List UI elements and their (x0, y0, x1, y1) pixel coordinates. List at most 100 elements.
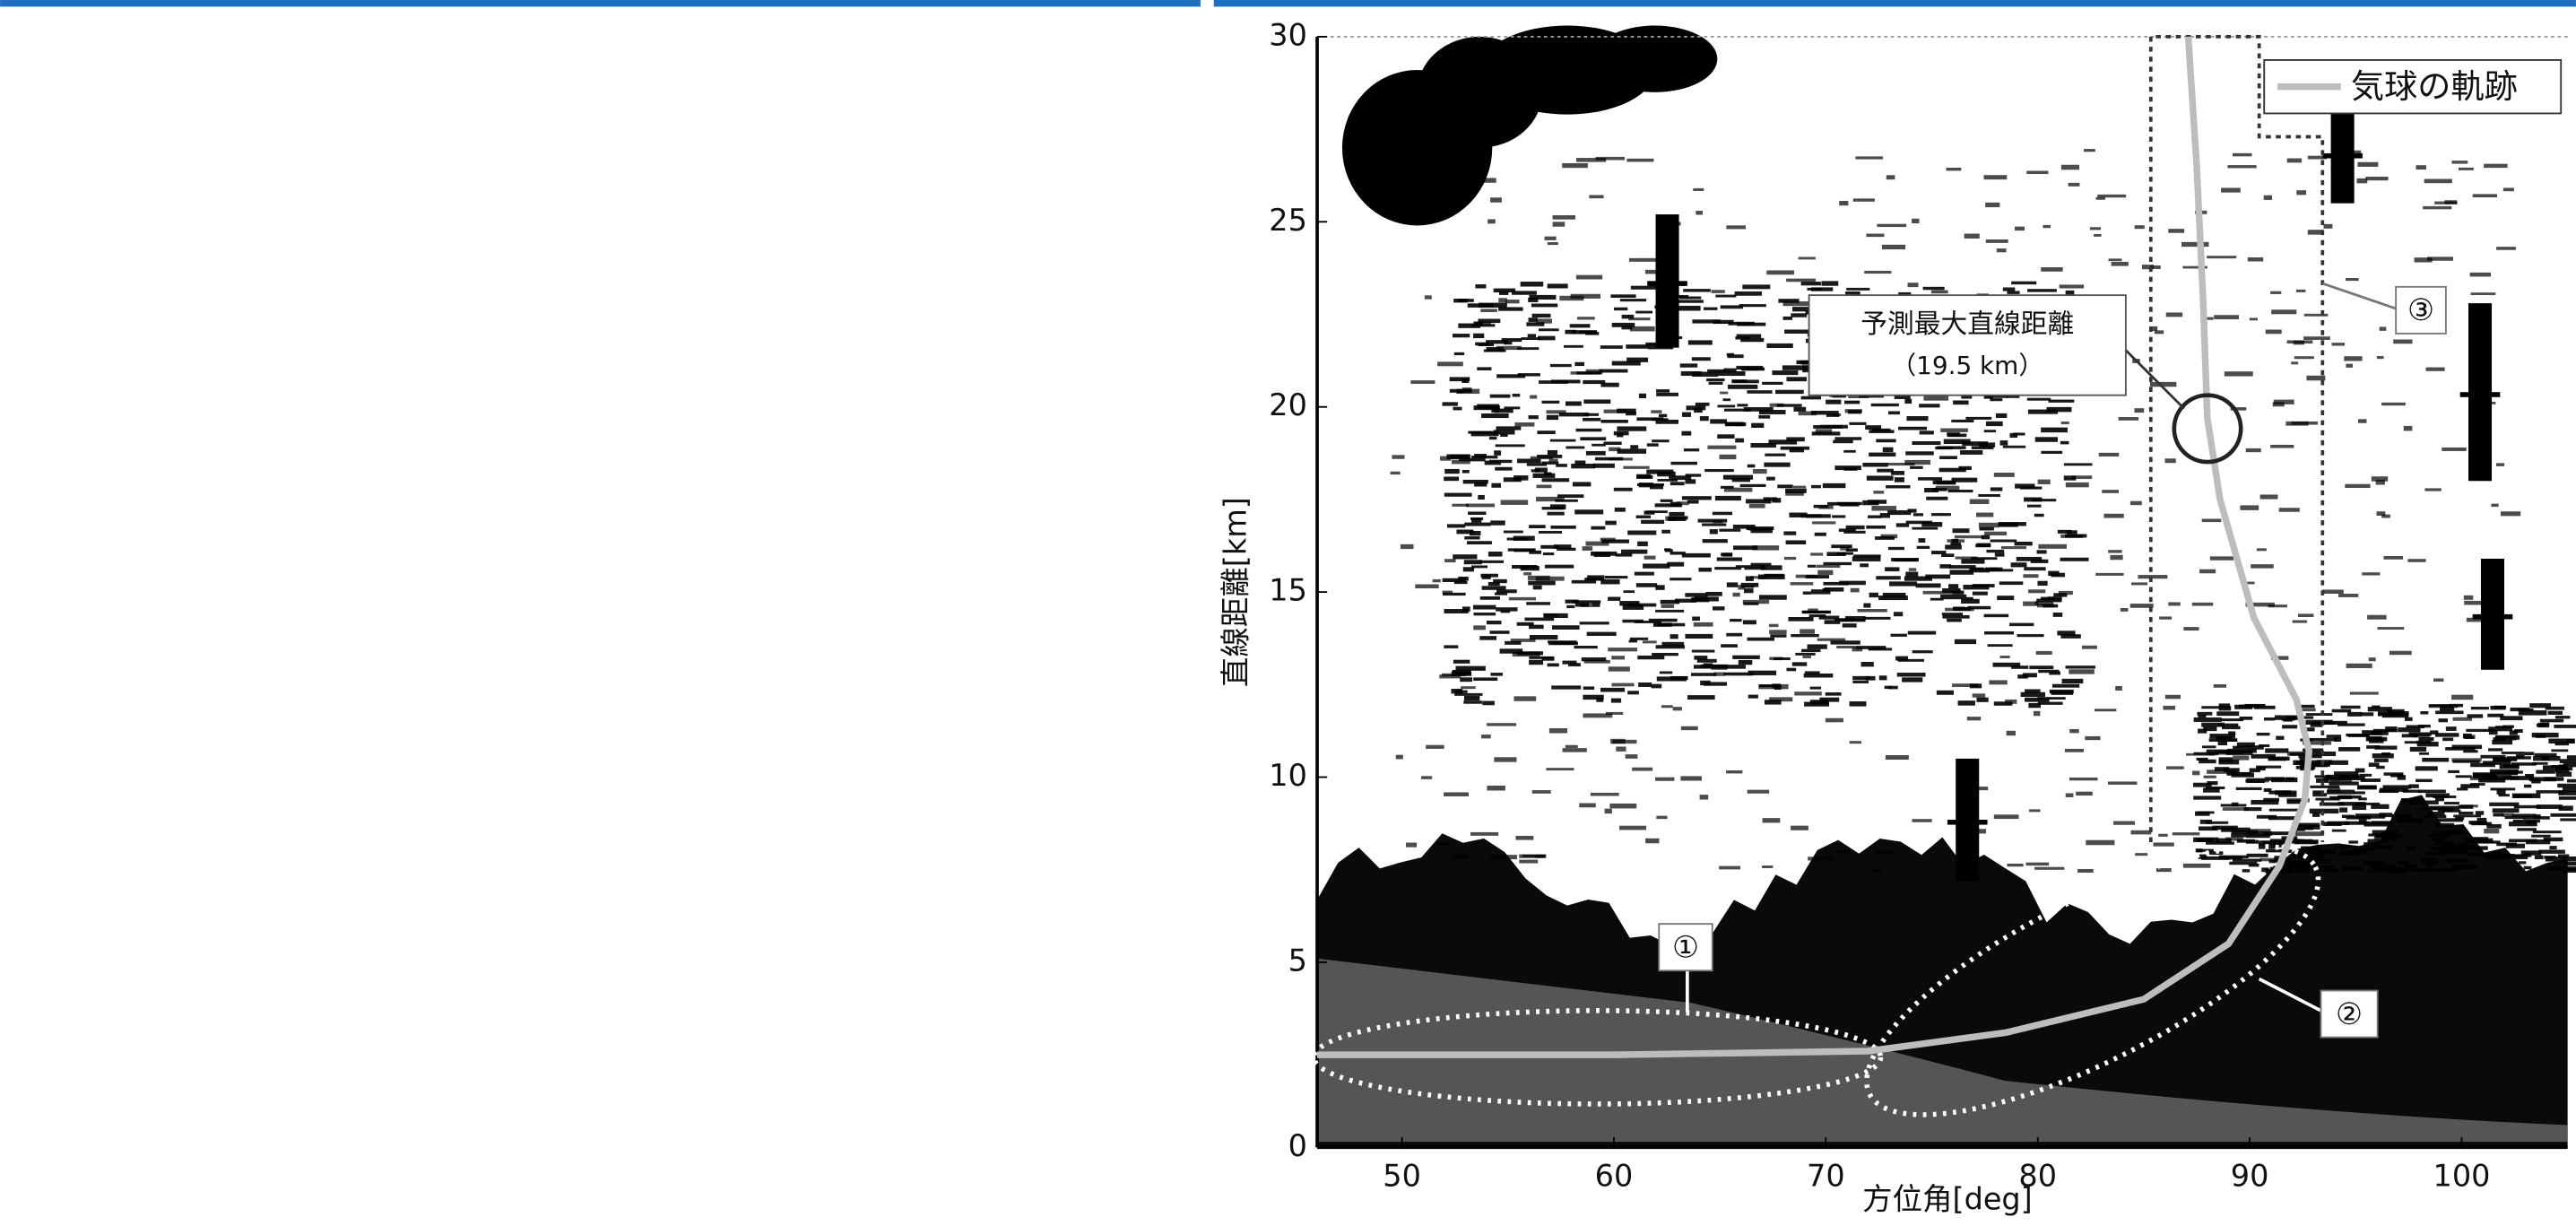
echo-dash (2527, 821, 2537, 825)
echo-dash (2023, 601, 2039, 606)
echo-dash (2027, 409, 2059, 414)
echo-dash (2534, 752, 2557, 757)
echo-dash (1842, 623, 1857, 628)
echo-dash (1789, 512, 1808, 517)
echo-dash (1546, 410, 1566, 414)
echo-dash (2359, 712, 2374, 717)
echo-dash (2345, 278, 2359, 282)
echo-dash (2246, 778, 2265, 784)
echo-dash (2259, 743, 2270, 748)
echo-dash (1568, 663, 1581, 667)
echo-dash (2469, 272, 2492, 277)
echo-dash (2312, 790, 2322, 795)
echo-dash (2513, 804, 2541, 809)
echo-dash (1912, 218, 1920, 224)
echo-dash (1627, 603, 1657, 607)
echo-dash (2303, 336, 2330, 340)
echo-dash (1791, 825, 1808, 830)
echo-dash (1505, 640, 1522, 645)
echo-dash (1993, 814, 2019, 820)
echo-dash (2348, 840, 2358, 844)
echo-dash (1583, 399, 1611, 404)
echo-dash (1517, 373, 1540, 377)
echo-dash (2558, 790, 2576, 796)
echo-dash (1657, 478, 1678, 482)
echo-dash (2343, 821, 2371, 825)
echo-dash (1657, 622, 1686, 627)
echo-dash (2271, 869, 2293, 874)
echo-dash (2375, 480, 2385, 485)
echo-dash (2346, 850, 2367, 855)
echo-dash (2482, 761, 2511, 765)
echo-dash (2385, 726, 2398, 732)
echo-dash (2437, 809, 2461, 813)
echo-dash (2322, 589, 2344, 595)
echo-dash (1670, 305, 1701, 311)
echo-dash (1685, 479, 1696, 484)
echo-dash (1721, 644, 1738, 648)
echo-dash (2020, 691, 2046, 698)
echo-dash (1615, 553, 1633, 557)
echo-dash (1490, 673, 1503, 676)
echo-dash (2444, 200, 2458, 204)
echo-dash (2326, 789, 2355, 795)
y-tick-label: 25 (1269, 203, 1307, 238)
echo-dash (2337, 802, 2366, 806)
annotation: 予測最大直線距離 (1860, 309, 2074, 340)
echo-dash (1984, 630, 2015, 635)
echo-dash (2063, 463, 2093, 466)
echo-dash (2563, 856, 2576, 862)
echo-dash (1758, 410, 1786, 414)
echo-dash (1907, 509, 1917, 513)
echo-dash (1888, 685, 1898, 690)
echo-dash (1565, 744, 1578, 749)
echo-dash (2511, 793, 2541, 799)
echo-dash (1986, 421, 2003, 427)
echo-dash (2355, 768, 2365, 773)
echo-dash (2193, 717, 2222, 722)
echo-dash (1498, 307, 1523, 311)
echo-dash (1990, 487, 2003, 491)
echo-dash (2036, 550, 2047, 554)
echo-dash (1922, 286, 1945, 291)
echo-dash (1672, 707, 1682, 711)
echo-dash (1866, 233, 1885, 238)
echo-dash (1952, 528, 1970, 534)
echo-dash (1802, 591, 1811, 595)
echo-dash (1922, 590, 1953, 595)
echo-dash (2329, 781, 2359, 786)
echo-dash (1595, 156, 1625, 161)
echo-dash (1571, 579, 1597, 584)
echo-dash (1969, 499, 1990, 505)
echo-dash (1825, 692, 1842, 696)
echo-dash (2306, 375, 2326, 381)
echo-dash (1999, 440, 2008, 446)
echo-dash (1439, 674, 1461, 679)
echo-dash (1544, 236, 1557, 240)
echo-dash (2026, 397, 2051, 401)
echo-dash (1599, 369, 1628, 373)
echo-dash (2294, 356, 2314, 360)
echo-dash (2197, 711, 2213, 716)
echo-dash (1969, 568, 1991, 573)
echo-dash (2453, 814, 2482, 818)
echo-dash (2316, 760, 2332, 764)
echo-dash (1644, 555, 1656, 560)
echo-dash (2523, 784, 2532, 788)
echo-dash (1804, 671, 1820, 674)
echo-dash (2077, 869, 2094, 874)
echo-dash (2449, 703, 2464, 708)
echo-dash (1742, 599, 1770, 604)
echo-dash (1536, 496, 1565, 502)
echo-dash (1553, 544, 1572, 549)
echo-dash (1622, 604, 1644, 610)
echo-dash (1846, 287, 1870, 291)
echo-dash (1685, 474, 1702, 477)
echo-dash (2295, 289, 2306, 292)
echo-dash (2478, 778, 2506, 783)
echo-dash (1623, 465, 1650, 469)
echo-dash (2541, 722, 2550, 726)
echo-dash (1493, 430, 1515, 435)
echo-dash (1496, 374, 1526, 378)
echo-dash (1728, 321, 1755, 326)
